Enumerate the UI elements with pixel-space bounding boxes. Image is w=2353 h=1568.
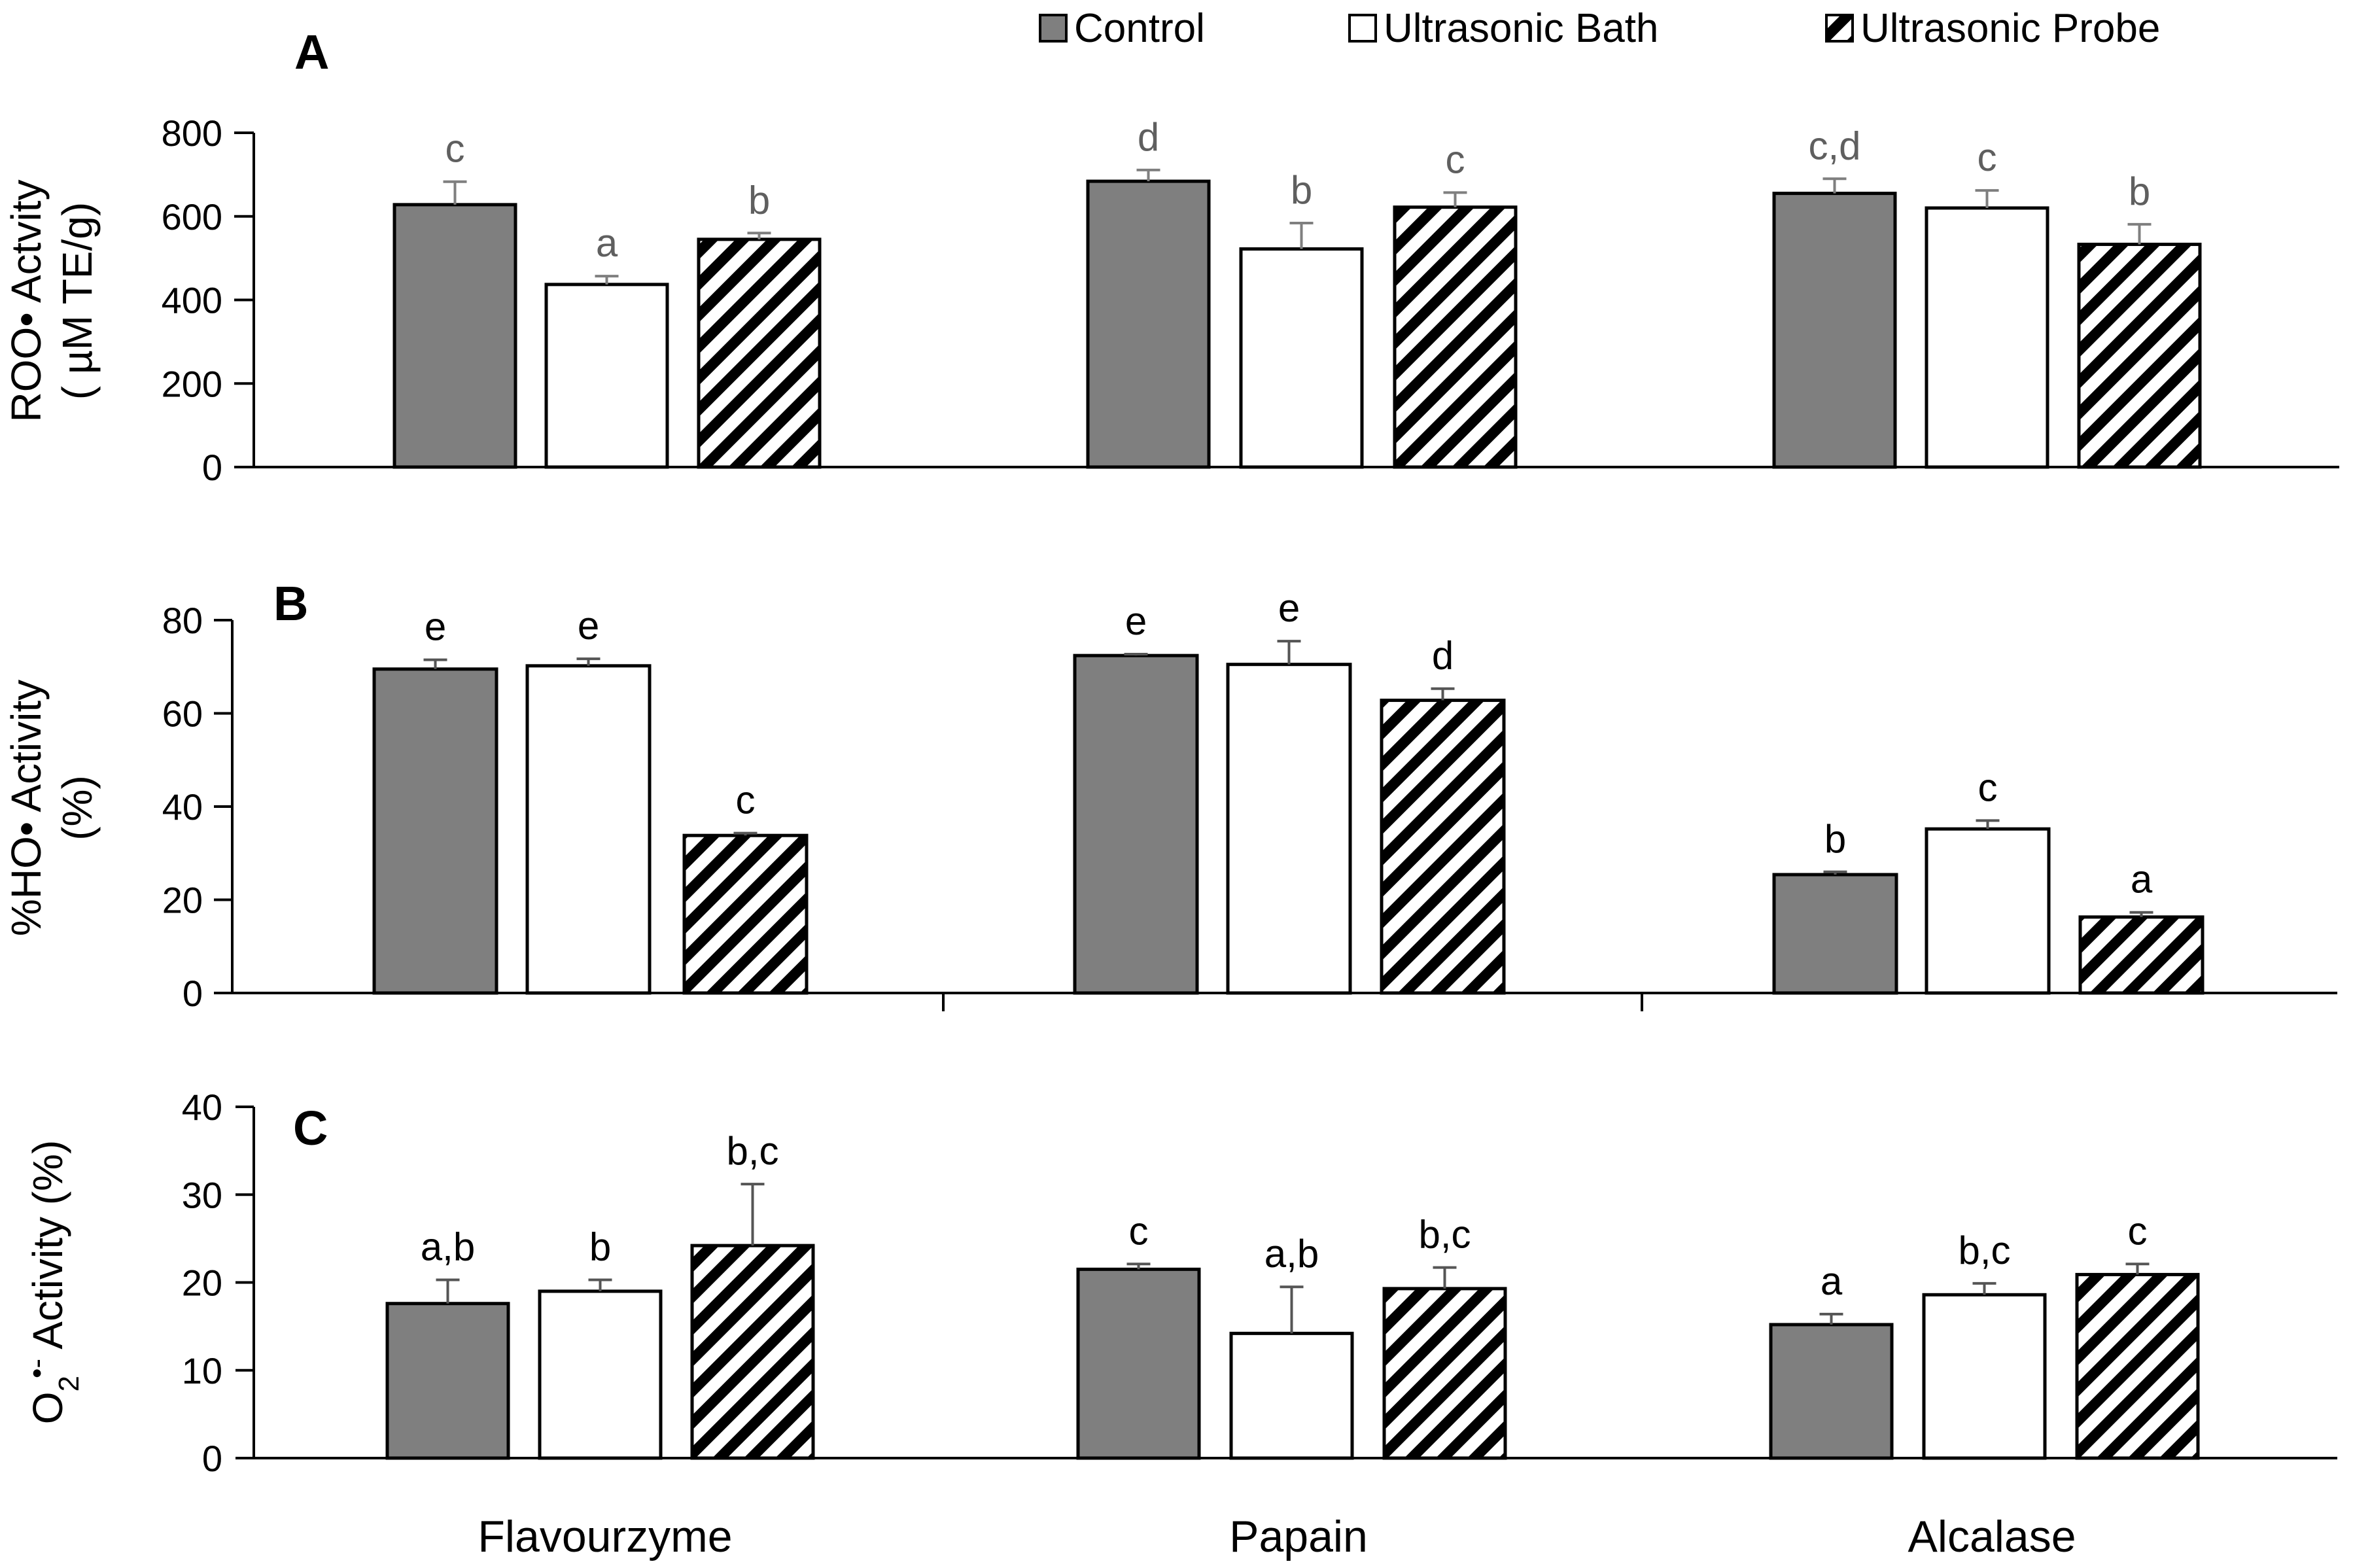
bar-papain-control (1073, 653, 1199, 995)
bar-flavourzyme-ultrasonic-bath (544, 283, 669, 469)
category-label-alcalase: Alcalase (1908, 1512, 2076, 1561)
bar-alcalase-ultrasonic-probe (2075, 1272, 2200, 1460)
bar-flavourzyme-control (372, 667, 498, 995)
panel-a: 0 200 400 600 800 c d c,d a b c b c b A ROO• Actvity( µ… (3, 25, 2339, 488)
significance-letter-papain-control: d (1138, 115, 1159, 159)
y-tick-label: 0 (202, 447, 222, 488)
legend-item-control: Control (1039, 6, 1205, 51)
bar-papain-control (1086, 179, 1211, 469)
y-tick-label: 20 (162, 880, 203, 921)
significance-letter-alcalase-control: c,d (1808, 124, 1860, 167)
y-axis-label: ROO• Actvity (3, 180, 50, 423)
legend-swatch-ultrasonic-probe (1825, 14, 1854, 43)
significance-letter-alcalase-ultrasonic-probe: b (2129, 169, 2150, 213)
significance-letter-flavourzyme-ultrasonic-probe: c (736, 778, 756, 822)
legend-swatch-control (1039, 14, 1068, 43)
significance-letter-flavourzyme-control: a,b (421, 1225, 475, 1268)
y-tick-label: 80 (162, 600, 203, 641)
legend-label-ultrasonic-bath: Ultrasonic Bath (1384, 6, 1658, 51)
y-tick-label: 30 (182, 1174, 222, 1215)
y-axis-label: %HO• Activity (3, 680, 50, 936)
legend: Control Ultrasonic Bath Ultrasonic Probe (1039, 6, 2160, 51)
y-tick-label: 0 (202, 1438, 222, 1479)
bar-alcalase-ultrasonic-bath (1925, 206, 2049, 469)
legend-label-ultrasonic-probe: Ultrasonic Probe (1860, 6, 2160, 51)
bar-flavourzyme-ultrasonic-probe (682, 833, 809, 995)
significance-letter-papain-ultrasonic-probe: b,c (1418, 1213, 1471, 1257)
significance-letter-papain-ultrasonic-bath: e (1278, 586, 1300, 630)
significance-letter-papain-ultrasonic-bath: a,b (1264, 1232, 1319, 1276)
panel-c: 0 10 20 30 40 a,b c a b a,b b,c b,c b,c c C O2•- Activi… (21, 1087, 2337, 1479)
legend-item-ultrasonic-probe: Ultrasonic Probe (1825, 6, 2160, 51)
bar-alcalase-control (1769, 1323, 1894, 1460)
bar-alcalase-ultrasonic-probe (2077, 243, 2202, 469)
bar-papain-ultrasonic-bath (1229, 1331, 1354, 1460)
significance-letter-flavourzyme-ultrasonic-bath: b (589, 1225, 611, 1268)
significance-letter-flavourzyme-ultrasonic-probe: b (748, 178, 770, 222)
y-tick-label: 40 (162, 786, 203, 828)
bar-flavourzyme-ultrasonic-bath (525, 664, 652, 995)
significance-letter-flavourzyme-ultrasonic-bath: e (578, 604, 599, 648)
y-tick-label: 40 (182, 1087, 222, 1128)
y-axis-label: O2•- Activity (%) (21, 1140, 85, 1425)
y-tick-label: 0 (183, 973, 203, 1014)
y-tick-label: 10 (182, 1350, 222, 1391)
significance-letter-papain-control: e (1125, 599, 1147, 643)
bar-papain-ultrasonic-bath (1226, 663, 1352, 995)
significance-letter-flavourzyme-ultrasonic-bath: a (596, 221, 618, 265)
significance-letter-alcalase-control: b (1824, 817, 1846, 861)
category-label-flavourzyme: Flavourzyme (478, 1512, 732, 1561)
y-tick-label: 600 (162, 196, 222, 237)
bar-papain-ultrasonic-bath (1239, 247, 1364, 469)
legend-label-control: Control (1074, 6, 1205, 51)
significance-letter-papain-ultrasonic-bath: b (1291, 168, 1312, 212)
legend-swatch-ultrasonic-bath (1348, 14, 1377, 43)
y-tick-label: 400 (162, 280, 222, 321)
y-tick-label: 200 (162, 363, 222, 404)
significance-letter-flavourzyme-ultrasonic-probe: b,c (726, 1129, 778, 1173)
legend-item-ultrasonic-bath: Ultrasonic Bath (1348, 6, 1658, 51)
bar-alcalase-control (1772, 192, 1897, 469)
bar-papain-ultrasonic-probe (1380, 699, 1506, 995)
panel-b: 0 20 40 60 80 e e b e e c c d a B %HO• Activity (%) (3, 576, 2337, 1014)
bar-alcalase-control (1772, 873, 1898, 995)
significance-letter-alcalase-ultrasonic-bath: b,c (1958, 1228, 2010, 1272)
significance-letter-flavourzyme-control: c (445, 127, 465, 171)
significance-letter-alcalase-ultrasonic-probe: a (2131, 858, 2153, 901)
significance-letter-flavourzyme-control: e (425, 605, 446, 649)
bar-papain-ultrasonic-probe (1382, 1287, 1507, 1460)
significance-letter-alcalase-control: a (1821, 1259, 1843, 1303)
bar-alcalase-ultrasonic-bath (1922, 1293, 2047, 1460)
category-labels: Flavourzyme Papain Alcalase (478, 1512, 2076, 1561)
bar-flavourzyme-ultrasonic-bath (538, 1289, 663, 1460)
bar-flavourzyme-ultrasonic-probe (690, 1244, 815, 1460)
bar-papain-control (1076, 1267, 1201, 1460)
significance-letter-papain-ultrasonic-probe: d (1432, 634, 1454, 678)
bar-flavourzyme-ultrasonic-probe (697, 237, 822, 469)
panel-letter: A (294, 25, 329, 79)
bar-alcalase-ultrasonic-probe (2078, 915, 2205, 995)
y-axis-label: (%) (54, 775, 101, 841)
y-axis-label: ( µM TE/g) (54, 202, 101, 400)
significance-letter-papain-control: c (1129, 1209, 1149, 1253)
significance-letter-alcalase-ultrasonic-probe: c (2128, 1209, 2148, 1253)
significance-letter-alcalase-ultrasonic-bath: c (1978, 765, 1998, 809)
y-tick-label: 20 (182, 1263, 222, 1304)
panel-letter: C (293, 1101, 328, 1155)
y-tick-label: 800 (162, 113, 222, 154)
bar-flavourzyme-control (392, 203, 517, 469)
significance-letter-papain-ultrasonic-probe: c (1446, 137, 1465, 181)
bar-papain-ultrasonic-probe (1393, 205, 1518, 469)
bar-flavourzyme-control (385, 1302, 510, 1460)
y-tick-label: 60 (162, 693, 203, 735)
significance-letter-alcalase-ultrasonic-bath: c (1978, 135, 1997, 179)
bar-alcalase-ultrasonic-bath (1925, 827, 2051, 995)
category-label-papain: Papain (1229, 1512, 1368, 1561)
panel-letter: B (273, 576, 308, 631)
